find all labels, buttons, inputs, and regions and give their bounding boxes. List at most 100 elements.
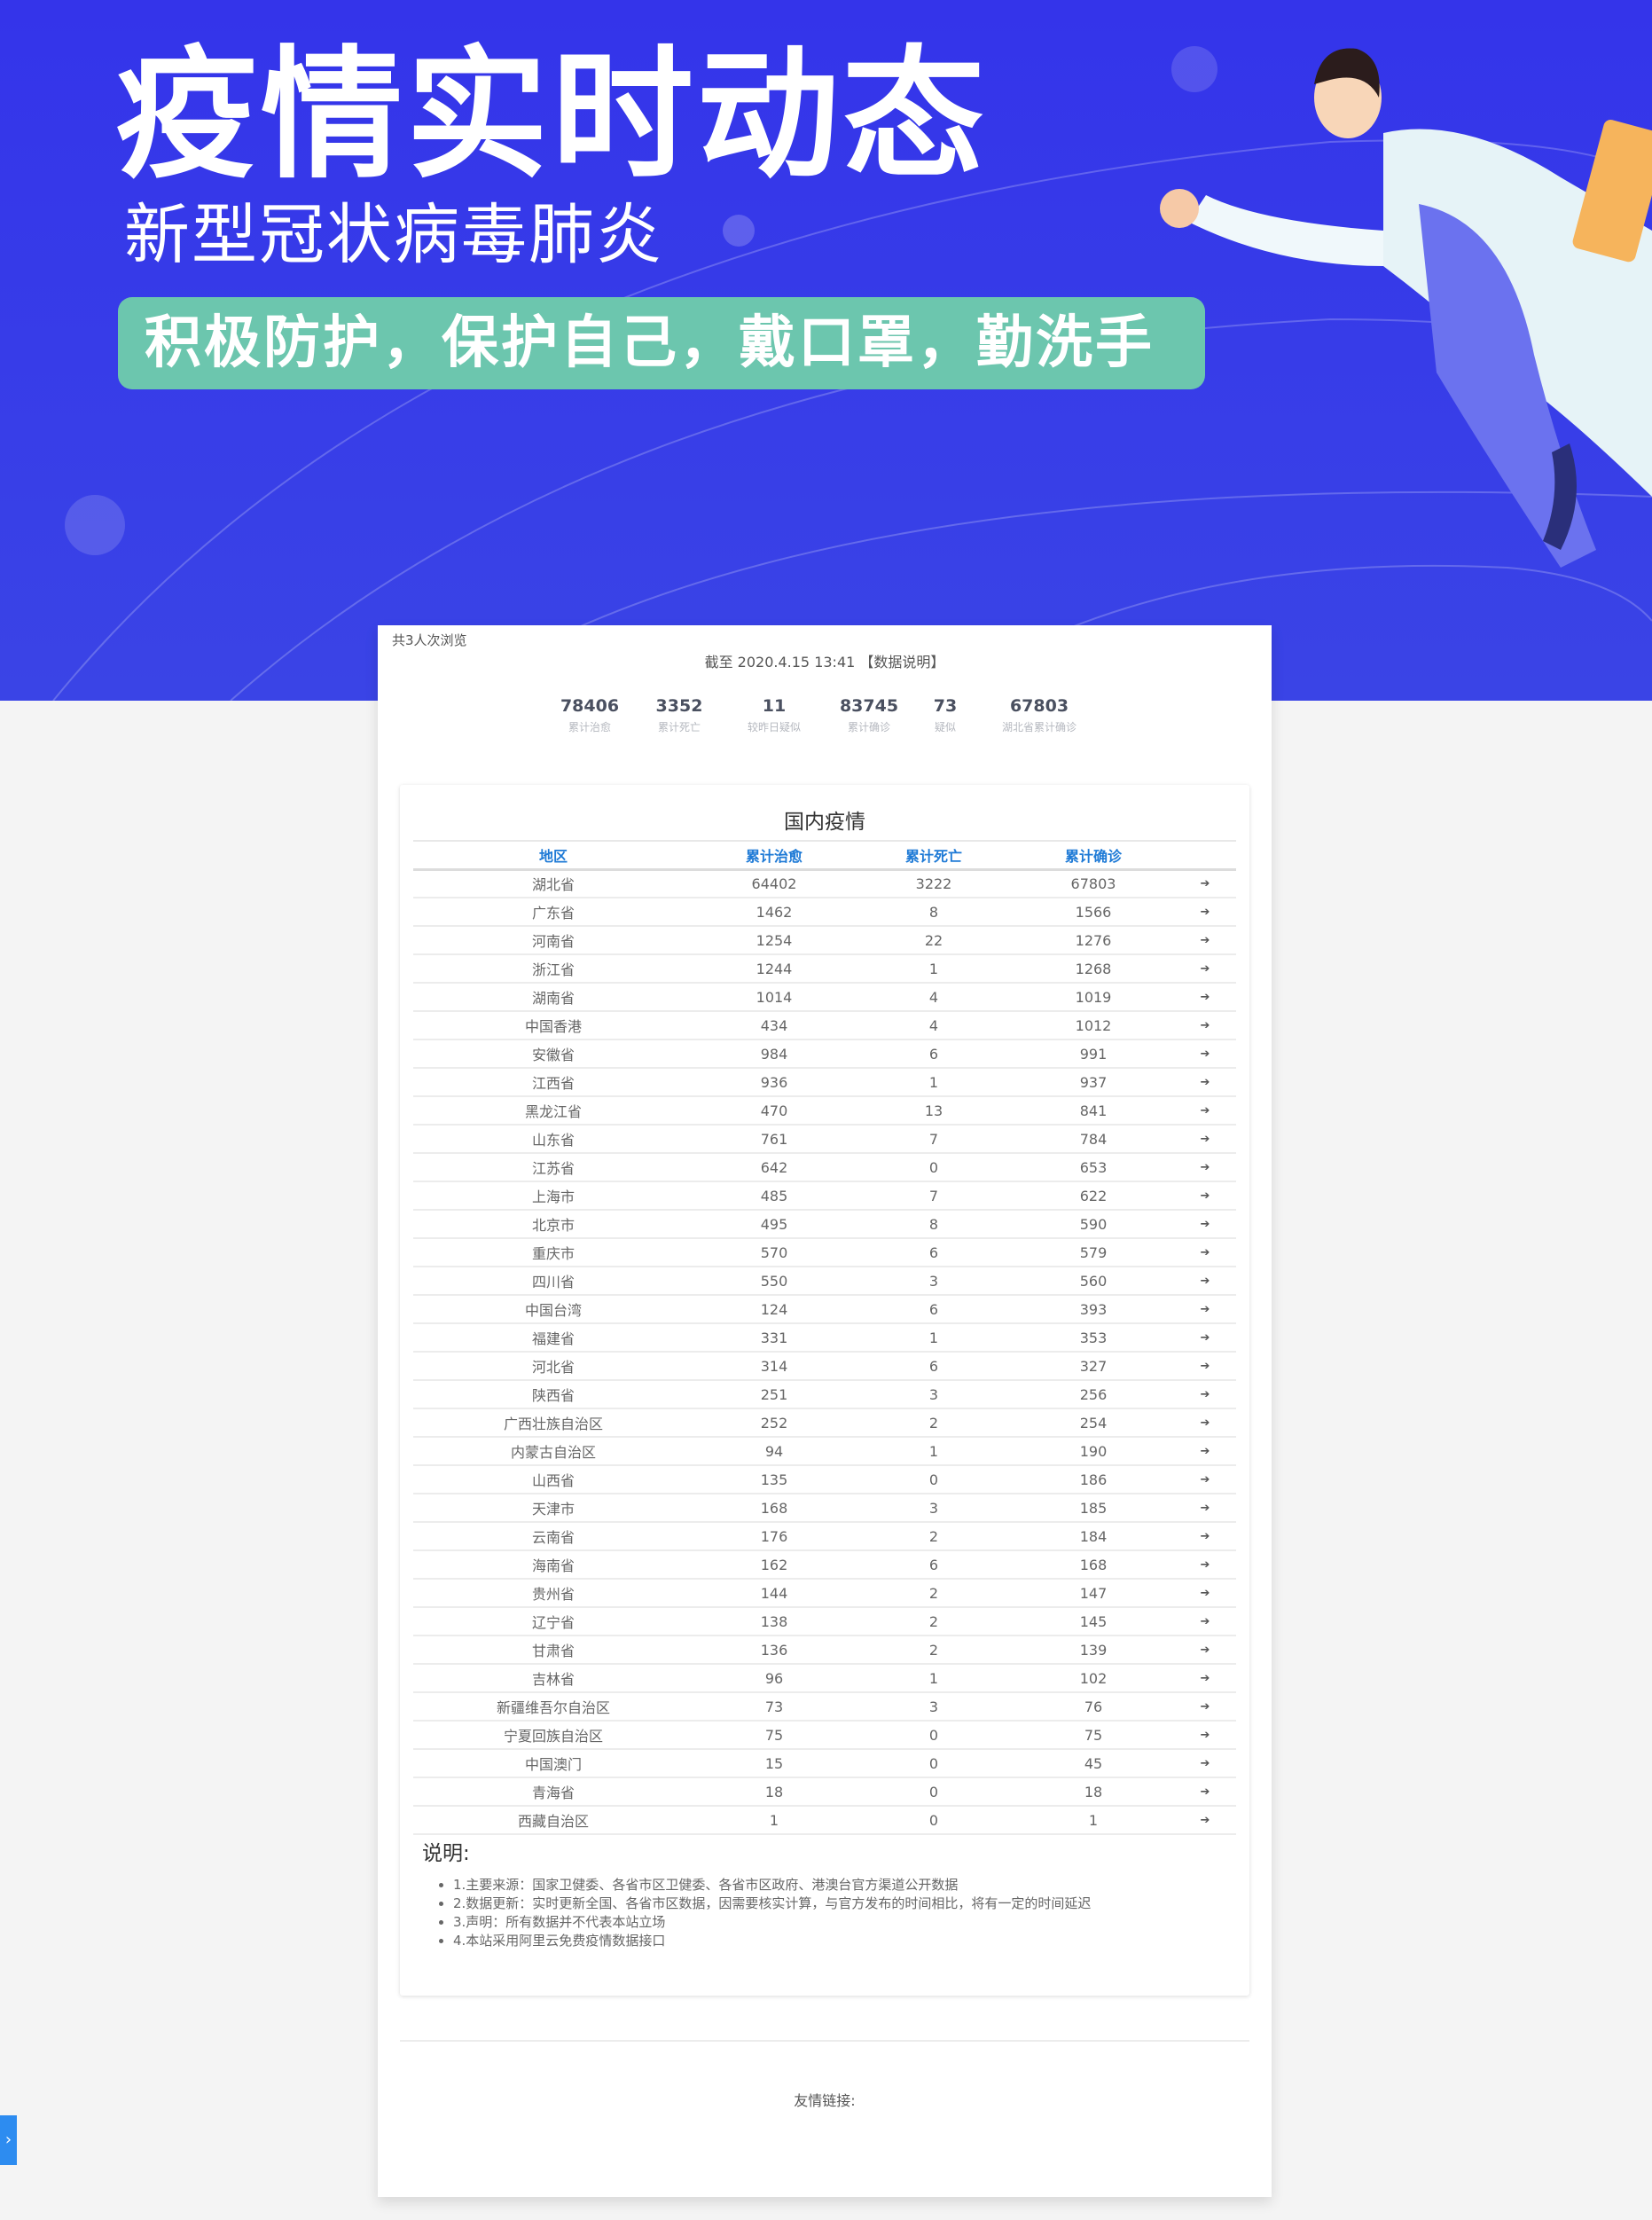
- notes-list: 1.主要来源：国家卫健委、各省市区卫健委、各省市区政府、港澳台官方渠道公开数据 …: [453, 1876, 1091, 1950]
- death-count: 2: [855, 1636, 1013, 1665]
- sign-in-icon[interactable]: ➔: [1174, 1039, 1236, 1069]
- death-count: 3: [855, 1380, 1013, 1409]
- cured-count: 642: [693, 1153, 855, 1182]
- cured-count: 470: [693, 1096, 855, 1126]
- panel-title: 国内疫情: [784, 811, 865, 834]
- cured-count: 252: [693, 1408, 855, 1438]
- confirmed-count: 937: [1013, 1068, 1174, 1097]
- death-count: 6: [855, 1039, 1013, 1069]
- sign-in-icon[interactable]: ➔: [1174, 1806, 1236, 1835]
- sign-in-icon[interactable]: ➔: [1174, 1352, 1236, 1381]
- table-row: 中国香港 434 4 1012 ➔: [413, 1011, 1236, 1040]
- region-name: 青海省: [413, 1777, 693, 1807]
- as-of-timestamp[interactable]: 截至 2020.4.15 13:41 【数据说明】: [704, 654, 945, 671]
- sign-in-icon[interactable]: ➔: [1174, 1323, 1236, 1353]
- sign-in-icon[interactable]: ➔: [1174, 1607, 1236, 1636]
- death-count: 0: [855, 1806, 1013, 1835]
- confirmed-count: 76: [1013, 1692, 1174, 1722]
- stat-item: 73 疑似: [934, 696, 957, 734]
- death-count: 7: [855, 1125, 1013, 1154]
- hero-banner: 疫情实时动态 新型冠状病毒肺炎 积极防护，保护自己，戴口罩，勤洗手: [0, 0, 1652, 701]
- confirmed-count: 1268: [1013, 954, 1174, 984]
- table-row: 青海省 18 0 18 ➔: [413, 1777, 1236, 1807]
- death-count: 1: [855, 1323, 1013, 1353]
- col-confirmed: 累计确诊: [1013, 840, 1174, 871]
- stat-item: 3352 累计死亡: [656, 696, 703, 734]
- sign-in-icon[interactable]: ➔: [1174, 926, 1236, 955]
- sign-in-icon[interactable]: ➔: [1174, 1408, 1236, 1438]
- sign-in-icon[interactable]: ➔: [1174, 1550, 1236, 1580]
- cured-count: 176: [693, 1522, 855, 1551]
- sign-in-icon[interactable]: ➔: [1174, 1579, 1236, 1608]
- sign-in-icon[interactable]: ➔: [1174, 1153, 1236, 1182]
- sign-in-icon[interactable]: ➔: [1174, 1380, 1236, 1409]
- sign-in-icon[interactable]: ➔: [1174, 1181, 1236, 1211]
- stat-label: 疑似: [934, 721, 957, 733]
- table-row: 新疆维吾尔自治区 73 3 76 ➔: [413, 1692, 1236, 1722]
- sign-in-icon[interactable]: ➔: [1174, 1749, 1236, 1778]
- cured-count: 135: [693, 1465, 855, 1494]
- death-count: 2: [855, 1607, 1013, 1636]
- sign-in-icon[interactable]: ➔: [1174, 869, 1236, 898]
- cured-count: 18: [693, 1777, 855, 1807]
- sign-in-icon[interactable]: ➔: [1174, 1437, 1236, 1466]
- table-row: 贵州省 144 2 147 ➔: [413, 1579, 1236, 1608]
- region-name: 贵州省: [413, 1579, 693, 1608]
- sign-in-icon[interactable]: ➔: [1174, 1465, 1236, 1494]
- sign-in-icon[interactable]: ➔: [1174, 1011, 1236, 1040]
- cured-count: 550: [693, 1267, 855, 1296]
- sign-in-icon[interactable]: ➔: [1174, 1096, 1236, 1126]
- death-count: 13: [855, 1096, 1013, 1126]
- sign-in-icon[interactable]: ➔: [1174, 1636, 1236, 1665]
- confirmed-count: 653: [1013, 1153, 1174, 1182]
- sign-in-icon[interactable]: ➔: [1174, 1494, 1236, 1523]
- region-name: 云南省: [413, 1522, 693, 1551]
- confirmed-count: 45: [1013, 1749, 1174, 1778]
- note-item: 2.数据更新：实时更新全国、各省市区数据，因需要核实计算，与官方发布的时间相比，…: [453, 1894, 1091, 1913]
- sign-in-icon[interactable]: ➔: [1174, 1210, 1236, 1239]
- table-row: 江西省 936 1 937 ➔: [413, 1068, 1236, 1097]
- confirmed-count: 1276: [1013, 926, 1174, 955]
- table-row: 西藏自治区 1 0 1 ➔: [413, 1806, 1236, 1835]
- sign-in-icon[interactable]: ➔: [1174, 954, 1236, 984]
- table-row: 浙江省 1244 1 1268 ➔: [413, 954, 1236, 984]
- table-row: 广东省 1462 8 1566 ➔: [413, 898, 1236, 927]
- region-name: 湖北省: [413, 869, 693, 898]
- cured-count: 138: [693, 1607, 855, 1636]
- cured-count: 75: [693, 1721, 855, 1750]
- sign-in-icon[interactable]: ➔: [1174, 1721, 1236, 1750]
- table-row: 内蒙古自治区 94 1 190 ➔: [413, 1437, 1236, 1466]
- sign-in-icon[interactable]: ➔: [1174, 983, 1236, 1012]
- sign-in-icon[interactable]: ➔: [1174, 1267, 1236, 1296]
- region-name: 宁夏回族自治区: [413, 1721, 693, 1750]
- stat-item: 67803 湖北省累计确诊: [1002, 696, 1077, 734]
- sign-in-icon[interactable]: ➔: [1174, 1238, 1236, 1267]
- sign-in-icon[interactable]: ➔: [1174, 1692, 1236, 1722]
- region-name: 山西省: [413, 1465, 693, 1494]
- banner-subtitle: 新型冠状病毒肺炎: [124, 197, 663, 273]
- stat-label: 较昨日疑似: [747, 721, 802, 733]
- sign-in-icon[interactable]: ➔: [1174, 1068, 1236, 1097]
- cured-count: 15: [693, 1749, 855, 1778]
- region-name: 中国台湾: [413, 1295, 693, 1324]
- table-header: 地区 累计治愈 累计死亡 累计确诊: [413, 840, 1236, 871]
- death-count: 0: [855, 1777, 1013, 1807]
- death-count: 2: [855, 1579, 1013, 1608]
- side-toggle-button[interactable]: ›: [0, 2115, 17, 2165]
- cured-count: 144: [693, 1579, 855, 1608]
- death-count: 1: [855, 1068, 1013, 1097]
- col-cured: 累计治愈: [693, 840, 855, 871]
- sign-in-icon[interactable]: ➔: [1174, 1295, 1236, 1324]
- note-item: 1.主要来源：国家卫健委、各省市区卫健委、各省市区政府、港澳台官方渠道公开数据: [453, 1876, 1091, 1894]
- cured-count: 495: [693, 1210, 855, 1239]
- confirmed-count: 168: [1013, 1550, 1174, 1580]
- death-count: 1: [855, 1437, 1013, 1466]
- death-count: 2: [855, 1522, 1013, 1551]
- sign-in-icon[interactable]: ➔: [1174, 1664, 1236, 1693]
- table-row: 天津市 168 3 185 ➔: [413, 1494, 1236, 1523]
- region-name: 天津市: [413, 1494, 693, 1523]
- sign-in-icon[interactable]: ➔: [1174, 1125, 1236, 1154]
- sign-in-icon[interactable]: ➔: [1174, 1777, 1236, 1807]
- sign-in-icon[interactable]: ➔: [1174, 1522, 1236, 1551]
- sign-in-icon[interactable]: ➔: [1174, 898, 1236, 927]
